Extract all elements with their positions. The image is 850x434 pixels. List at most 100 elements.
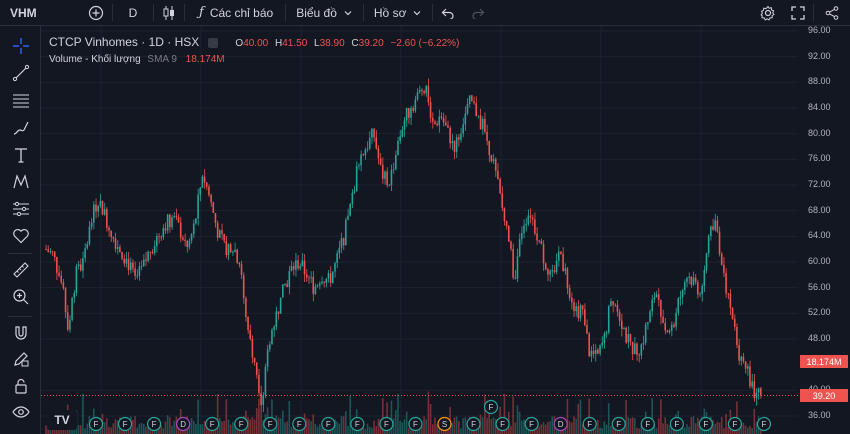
volume-bar bbox=[575, 418, 577, 434]
event-marker bbox=[582, 416, 597, 432]
charts-label: Biểu đồ bbox=[296, 5, 337, 20]
settings-button[interactable] bbox=[753, 0, 783, 25]
volume-bar bbox=[568, 421, 571, 434]
magnet-tool[interactable] bbox=[10, 322, 32, 344]
candle-body bbox=[631, 342, 634, 355]
volume-bar bbox=[225, 399, 228, 434]
crosshair-tool[interactable] bbox=[10, 35, 32, 57]
lock-tool[interactable] bbox=[10, 375, 32, 397]
candle-body bbox=[377, 148, 380, 159]
tradingview-logo[interactable]: TV bbox=[47, 410, 77, 430]
candle-body bbox=[579, 305, 582, 319]
candle-body bbox=[462, 124, 464, 134]
candle-body bbox=[403, 120, 406, 130]
candle-body bbox=[177, 217, 180, 223]
chart-pane[interactable]: F F F D F F F F F F F F S F F F D F F F F F F F F CTCP Vinhomes … bbox=[41, 26, 798, 434]
volume-bar bbox=[403, 419, 406, 434]
indicators-button[interactable]: ƒ Các chỉ báo bbox=[185, 0, 285, 25]
brush-tool[interactable] bbox=[10, 117, 32, 139]
interval-button[interactable]: D bbox=[113, 0, 153, 25]
candle-body bbox=[399, 136, 401, 141]
open-label: O bbox=[235, 38, 244, 49]
event-marker bbox=[350, 416, 365, 432]
candle-body bbox=[332, 271, 334, 283]
candle-body bbox=[299, 266, 301, 269]
candle-body bbox=[245, 298, 247, 317]
chart-type-button[interactable] bbox=[154, 0, 184, 25]
candle-body bbox=[473, 101, 475, 104]
candle-body bbox=[588, 333, 590, 357]
fullscreen-button[interactable] bbox=[783, 0, 813, 25]
fib-tool[interactable] bbox=[10, 89, 32, 111]
candle-body bbox=[753, 381, 756, 399]
text-tool[interactable] bbox=[10, 144, 32, 166]
redo-icon bbox=[472, 8, 485, 19]
event-marker bbox=[321, 416, 336, 432]
candle-body bbox=[540, 240, 543, 245]
candle-body bbox=[423, 91, 425, 94]
charts-menu-button[interactable]: Biểu đồ bbox=[286, 0, 363, 25]
candles-icon bbox=[163, 5, 174, 20]
legend-settings-button[interactable] bbox=[208, 38, 219, 49]
candle-body bbox=[653, 297, 656, 300]
low-label: L bbox=[314, 38, 320, 49]
profile-menu-button[interactable]: Hồ sơ bbox=[364, 0, 433, 25]
high-value: 41.50 bbox=[282, 38, 308, 49]
volume-bar bbox=[106, 418, 108, 434]
candle-body bbox=[740, 356, 743, 361]
candle-body bbox=[219, 230, 221, 238]
price-axis-label: 36.00 bbox=[808, 410, 831, 420]
pattern-tool[interactable] bbox=[10, 171, 32, 193]
candle-body bbox=[312, 276, 315, 294]
event-marker-label: F bbox=[384, 420, 389, 429]
favorites-tool[interactable] bbox=[10, 225, 32, 247]
hide-drawings-tool[interactable] bbox=[10, 401, 32, 423]
price-axis[interactable]: 96.00 92.00 88.00 84.00 80.00 76.00 72.00 68.00… bbox=[799, 25, 850, 434]
volume-bar bbox=[451, 423, 454, 434]
event-marker-label: F bbox=[616, 420, 621, 429]
candle-body bbox=[525, 223, 527, 226]
volume-bar bbox=[655, 428, 658, 434]
volume-bar bbox=[347, 425, 349, 434]
event-marker-label: F bbox=[500, 420, 505, 429]
candle-body bbox=[142, 259, 145, 267]
candle-body bbox=[577, 306, 580, 319]
candle-body bbox=[373, 128, 375, 138]
toolbar-divider bbox=[184, 4, 185, 21]
event-marker-label: F bbox=[529, 420, 534, 429]
candle-body bbox=[297, 260, 299, 269]
lock-drawings-tool[interactable] bbox=[10, 348, 32, 370]
volume-bar bbox=[147, 421, 149, 434]
candle-body bbox=[125, 258, 128, 264]
candle-body bbox=[268, 344, 271, 350]
volume-bar bbox=[686, 424, 688, 434]
candle-body bbox=[166, 214, 169, 231]
candle-body bbox=[716, 220, 719, 232]
candle-body bbox=[477, 115, 480, 117]
toolbar-divider bbox=[8, 316, 32, 317]
candle-body bbox=[490, 154, 493, 162]
candle-body bbox=[184, 239, 186, 241]
candle-body bbox=[527, 215, 530, 224]
zoom-tool[interactable] bbox=[10, 286, 32, 308]
measure-lines-tool[interactable] bbox=[10, 198, 32, 220]
share-button[interactable] bbox=[814, 0, 850, 25]
trendline-tool[interactable] bbox=[10, 62, 32, 84]
volume-bar bbox=[746, 427, 749, 434]
redo-button[interactable] bbox=[463, 0, 493, 25]
candle-body bbox=[434, 121, 436, 124]
candle-body bbox=[744, 361, 747, 369]
candle-body bbox=[499, 179, 501, 194]
candle-body bbox=[607, 306, 610, 333]
volume-tag-value: 18.174M bbox=[806, 356, 842, 367]
volume-bar bbox=[723, 428, 725, 434]
brush-icon bbox=[13, 121, 29, 135]
ruler-tool[interactable] bbox=[10, 259, 32, 281]
symbol-search-button[interactable]: VHM bbox=[0, 0, 80, 25]
candle-body bbox=[497, 170, 499, 180]
undo-button[interactable] bbox=[433, 0, 463, 25]
volume-bar bbox=[760, 427, 762, 434]
volume-bar bbox=[631, 417, 634, 434]
candle-body bbox=[188, 240, 191, 248]
compare-add-button[interactable] bbox=[80, 0, 112, 25]
